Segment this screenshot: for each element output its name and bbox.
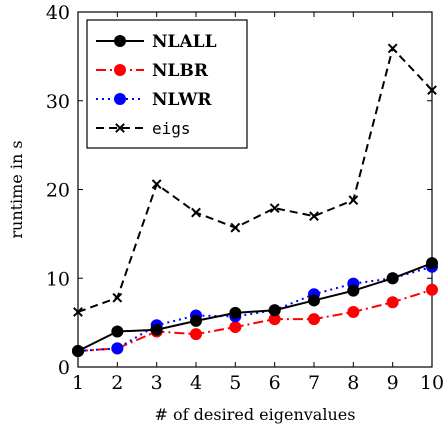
axis-ticks: 1 2 3 4 5 6 7 8 9 10 0 10 20 30 40 — [46, 2, 444, 394]
legend-entry-nlwr: NLWR — [96, 90, 212, 110]
y-tick-label: 40 — [46, 2, 70, 24]
data-point-nlbr — [268, 313, 281, 326]
series-line-nlwr — [77, 265, 433, 353]
x-tick-label: 10 — [420, 372, 444, 394]
series-eigs — [73, 43, 437, 317]
legend-label: NLWR — [152, 90, 212, 110]
data-point-eigs — [427, 85, 437, 96]
series-line-eigs — [77, 46, 433, 313]
data-point-nlbr — [190, 328, 202, 341]
series-line-nlall — [77, 262, 433, 352]
data-point-eigs — [348, 195, 359, 206]
data-point-nlbr — [229, 321, 242, 334]
legend: NLALL NLBR NLWR eigs — [86, 19, 248, 149]
x-tick-label: 8 — [347, 372, 359, 394]
data-point-eigs — [191, 207, 201, 218]
data-point-eigs — [309, 211, 319, 222]
data-point-eigs — [115, 123, 125, 133]
data-point-nlall — [347, 284, 360, 297]
data-point-nlall — [268, 304, 281, 317]
data-point-nlall — [308, 294, 320, 307]
series-layer — [72, 43, 438, 358]
legend-entry-nlall: NLALL — [96, 32, 217, 52]
x-tick-label: 5 — [229, 372, 241, 394]
x-tick-label: 2 — [111, 372, 123, 394]
y-tick-label: 10 — [46, 268, 70, 290]
data-point-eigs — [269, 203, 280, 214]
x-tick-label: 4 — [190, 372, 202, 394]
data-point-eigs — [230, 222, 241, 233]
legend-label: NLBR — [152, 61, 209, 81]
legend-label: NLALL — [152, 32, 217, 52]
data-point-nlall — [72, 345, 84, 358]
data-point-nlall — [150, 323, 163, 336]
data-point-nlbr — [347, 305, 360, 318]
legend-label: eigs — [152, 119, 191, 138]
legend-entry-nlbr: NLBR — [96, 61, 209, 81]
data-point-nlall — [229, 306, 242, 319]
data-point-nlbr — [308, 313, 320, 326]
x-tick-label: 9 — [387, 372, 399, 394]
series-nlbr — [72, 283, 438, 358]
x-tick-label: 6 — [269, 372, 281, 394]
series-nlall — [72, 257, 438, 358]
y-tick-label: 0 — [58, 357, 70, 379]
y-tick-label: 20 — [46, 180, 70, 202]
data-point-nlall — [111, 325, 124, 338]
y-axis-title: runtime in s — [7, 140, 26, 238]
x-tick-label: 7 — [308, 372, 320, 394]
data-point-nlall — [426, 257, 438, 270]
data-point-nlall — [386, 272, 399, 285]
data-point-nlbr — [386, 296, 399, 309]
series-line-nlbr — [77, 288, 433, 353]
data-point-nlbr — [426, 283, 438, 296]
data-point-nlwr — [114, 93, 126, 105]
series-nlwr — [72, 260, 438, 358]
data-point-nlwr — [111, 342, 124, 355]
data-point-eigs — [387, 43, 398, 54]
data-point-nlall — [190, 314, 202, 327]
legend-entry-eigs: eigs — [96, 119, 191, 138]
data-point-eigs — [151, 179, 162, 190]
data-point-nlall — [114, 35, 126, 47]
y-tick-label: 30 — [46, 91, 70, 113]
data-point-eigs — [73, 307, 83, 317]
x-tick-label: 3 — [151, 372, 163, 394]
data-point-nlbr — [114, 64, 126, 76]
x-tick-label: 1 — [72, 372, 84, 394]
data-point-eigs — [112, 292, 123, 303]
x-axis-title: # of desired eigenvalues — [155, 405, 356, 424]
